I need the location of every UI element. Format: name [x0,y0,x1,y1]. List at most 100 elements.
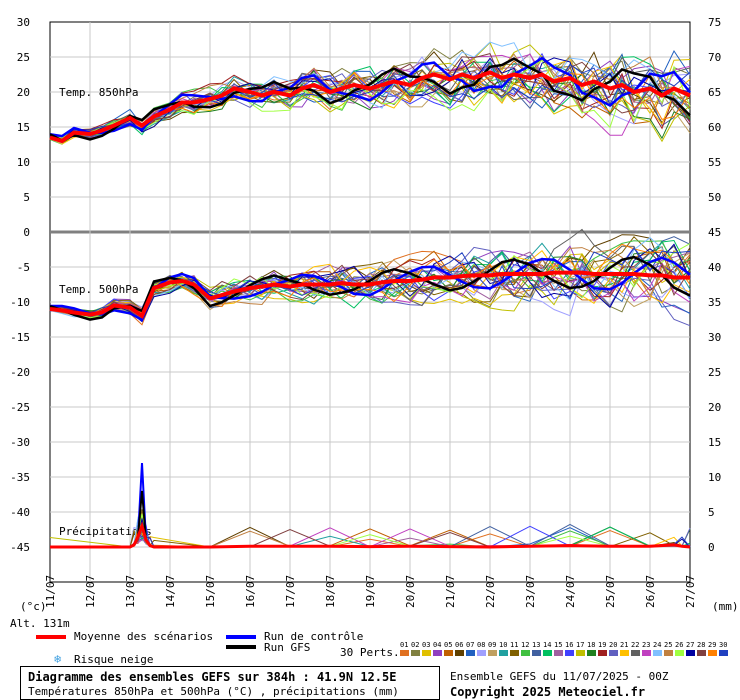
right-tick-label: 40 [708,261,721,274]
pert-color-swatch [510,650,519,656]
pert-label: 19 [598,641,607,649]
left-tick-label: 15 [17,121,30,134]
pert-color-swatch [697,650,706,656]
mean-line-t500 [49,270,690,320]
date-tick-label: 20/07 [404,575,417,608]
right-tick-label: 70 [708,51,721,64]
pert-color-swatch [664,650,673,656]
pert-color-swatch [422,650,431,656]
right-tick-label: 35 [708,296,721,309]
right-tick-label: 20 [708,401,721,414]
gfs-run-t500 [49,255,691,321]
right-tick-label: 10 [708,471,721,484]
pert-label: 24 [653,641,662,649]
pert-label: 15 [554,641,563,649]
pert-color-swatch [521,650,530,656]
left-tick-label: 10 [17,156,30,169]
pert-color-swatch [477,650,486,656]
footer-copyright: Copyright 2025 Meteociel.fr [450,685,646,699]
pert-label: 14 [543,641,552,649]
pert-label: 26 [675,641,684,649]
date-tick-label: 21/07 [444,575,457,608]
pert-color-swatch [620,650,629,656]
left-tick-label: -25 [10,401,30,414]
left-tick-label: -45 [10,541,30,554]
pert-color-swatch [587,650,596,656]
left-tick-label: 5 [23,191,30,204]
ensemble-member-line [49,59,691,139]
legend-snow-label: Risque neige [74,653,154,666]
pert-color-swatch [576,650,585,656]
pert-color-swatch [466,650,475,656]
date-tick-label: 22/07 [484,575,497,608]
right-tick-label: 55 [708,156,721,169]
date-tick-label: 11/07 [44,575,57,608]
pert-color-swatch [642,650,651,656]
date-tick-label: 12/07 [84,575,97,608]
left-tick-label: -10 [10,296,30,309]
footer-subtitle: Températures 850hPa et 500hPa (°C) , pré… [28,685,399,698]
right-tick-label: 15 [708,436,721,449]
pert-color-swatch [532,650,541,656]
pert-color-swatch [488,650,497,656]
pert-label: 25 [664,641,673,649]
legend-gfs-label: Run GFS [264,641,311,654]
pert-label: 06 [455,641,464,649]
date-tick-label: 17/07 [284,575,297,608]
pert-label: 16 [565,641,574,649]
snowflake-icon: ❄ [54,652,62,666]
pert-label: 20 [609,641,618,649]
ensemble-member-line [49,53,691,141]
pert-color-swatch [686,650,695,656]
pert-color-swatch [400,650,409,656]
pert-label: 10 [499,641,508,649]
pert-label: 30 [719,641,728,649]
left-tick-label: -40 [10,506,30,519]
pert-label: 03 [422,641,431,649]
right-tick-label: 0 [708,541,715,554]
date-tick-label: 16/07 [244,575,257,608]
left-tick-label: -20 [10,366,30,379]
right-tick-label: 5 [708,506,715,519]
mean-line-precip [50,521,691,549]
pert-label: 27 [686,641,695,649]
pert-color-swatch [708,650,717,656]
pert-color-swatch [444,650,453,656]
mean-line-t850 [49,70,691,144]
left-tick-label: -5 [17,261,30,274]
panel-label-t850: Temp. 850hPa [59,86,138,99]
pert-label: 07 [466,641,475,649]
panel-label-precip: Précipitations [59,525,152,538]
pert-color-swatch [719,650,728,656]
pert-label: 28 [697,641,706,649]
date-tick-label: 13/07 [124,575,137,608]
right-tick-label: 75 [708,16,721,29]
altitude-label: Alt. 131m [10,617,70,630]
date-tick-label: 24/07 [564,575,577,608]
left-tick-label: -30 [10,436,30,449]
pert-label: 17 [576,641,585,649]
footer-run-info: Ensemble GEFS du 11/07/2025 - 00Z [450,670,669,683]
pert-color-swatch [565,650,574,656]
left-tick-label: 25 [17,51,30,64]
date-tick-label: 27/07 [684,575,697,608]
date-tick-label: 25/07 [604,575,617,608]
pert-color-swatch [653,650,662,656]
right-tick-label: 25 [708,366,721,379]
pert-color-swatch [675,650,684,656]
left-tick-label: 30 [17,16,30,29]
legend-control-swatch [226,635,256,639]
pert-label: 01 [400,641,409,649]
date-tick-label: 26/07 [644,575,657,608]
right-tick-label: 65 [708,86,721,99]
pert-label: 29 [708,641,717,649]
left-tick-label: -15 [10,331,30,344]
gfs-run-t850 [49,57,691,142]
right-tick-label: 60 [708,121,721,134]
left-tick-label: -35 [10,471,30,484]
left-tick-label: 0 [23,226,30,239]
date-tick-label: 18/07 [324,575,337,608]
date-tick-label: 14/07 [164,575,177,608]
pert-color-swatch [631,650,640,656]
